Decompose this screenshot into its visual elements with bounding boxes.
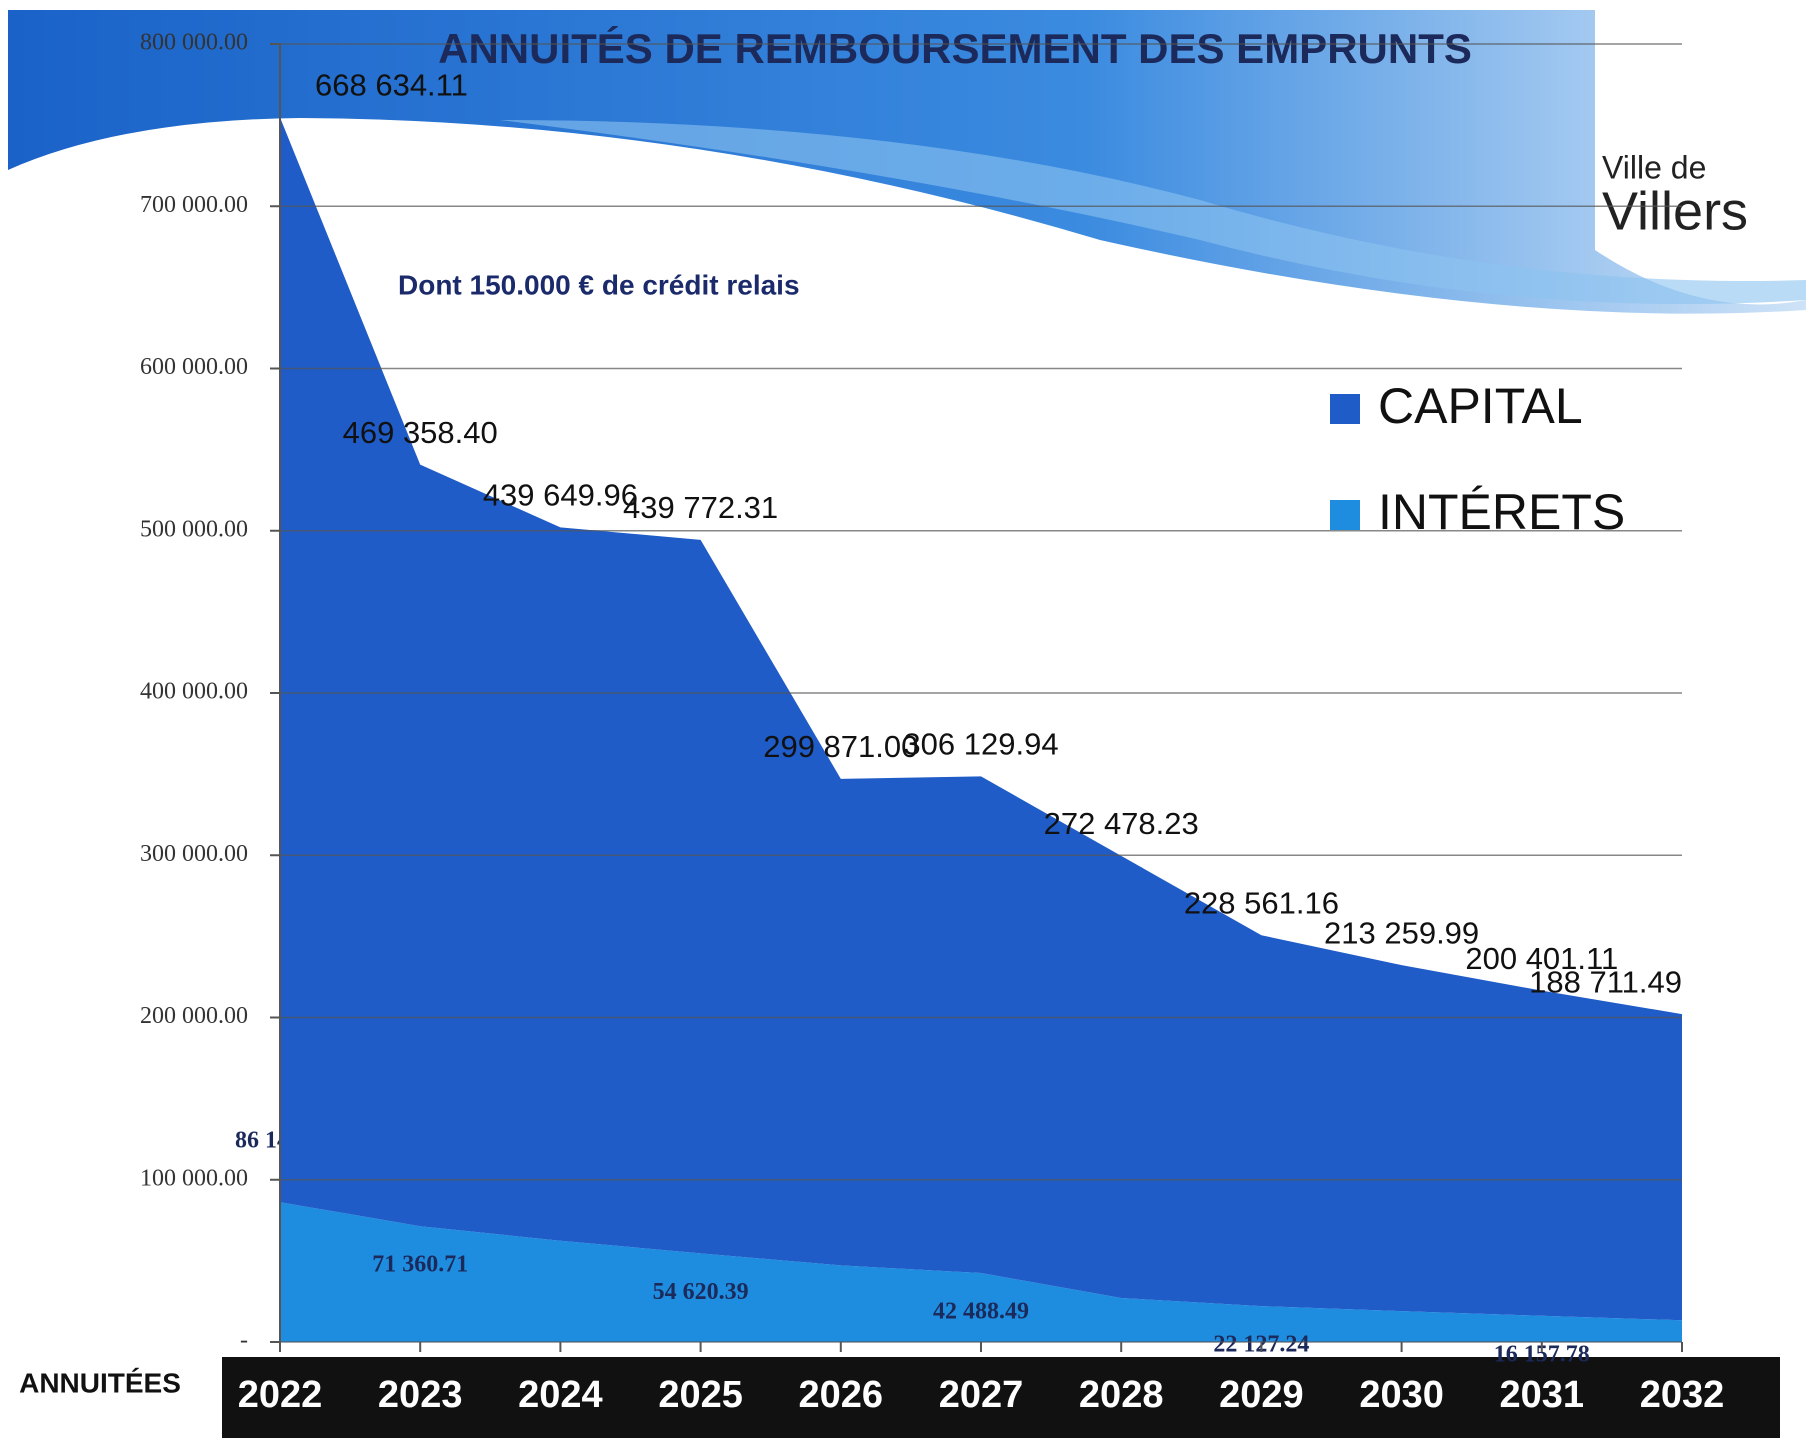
x-tick-label: 2026 bbox=[799, 1374, 884, 1416]
x-band bbox=[222, 1357, 1780, 1438]
data-label: 439 649.96 bbox=[483, 478, 638, 513]
data-label: 188 711.49 bbox=[1529, 964, 1682, 999]
y-tick-label: 300 000.00 bbox=[140, 841, 248, 867]
y-tick-label: 600 000.00 bbox=[140, 354, 248, 380]
logo-text: Ville de bbox=[1602, 149, 1706, 185]
x-tick-label: 2022 bbox=[238, 1374, 323, 1416]
data-label: 228 561.16 bbox=[1184, 885, 1339, 920]
legend-label: INTÉRETS bbox=[1378, 484, 1625, 540]
header-wave-light bbox=[500, 120, 1806, 304]
legend-label: CAPITAL bbox=[1378, 378, 1583, 434]
data-label: 668 634.11 bbox=[315, 68, 468, 103]
x-tick-label: 2024 bbox=[518, 1374, 603, 1416]
data-label: 272 478.23 bbox=[1044, 806, 1199, 841]
annotation: Dont 150.000 € de crédit relais bbox=[398, 269, 800, 300]
chart-title: ANNUITÉS DE REMBOURSEMENT DES EMPRUNTS bbox=[438, 25, 1472, 72]
y-tick-label: 700 000.00 bbox=[140, 192, 248, 218]
x-tick-label: 2032 bbox=[1640, 1374, 1725, 1416]
x-tick-label: 2031 bbox=[1500, 1374, 1585, 1416]
data-label: 42 488.49 bbox=[933, 1299, 1029, 1325]
data-label: 200 401.11 bbox=[1465, 941, 1618, 976]
data-label: 439 772.31 bbox=[623, 490, 778, 525]
data-label: 306 129.94 bbox=[903, 727, 1058, 762]
area bbox=[280, 117, 1682, 1321]
x-tick-label: 2023 bbox=[378, 1374, 463, 1416]
legend-swatch bbox=[1330, 394, 1360, 424]
y-tick-label: 400 000.00 bbox=[140, 679, 248, 705]
y-tick-label: - bbox=[240, 1328, 248, 1354]
logo-text: Villers bbox=[1602, 181, 1748, 241]
y-tick-label: 800 000.00 bbox=[140, 30, 248, 56]
area bbox=[280, 1202, 1682, 1342]
x-tick-label: 2027 bbox=[939, 1374, 1024, 1416]
data-label: 469 358.40 bbox=[343, 415, 498, 450]
x-axis-label: ANNUITÉES bbox=[19, 1367, 181, 1398]
y-tick-label: 500 000.00 bbox=[140, 516, 248, 542]
logo-box bbox=[1595, 110, 1806, 245]
data-label: 299 871.00 bbox=[763, 729, 918, 764]
x-tick-label: 2025 bbox=[658, 1374, 743, 1416]
data-label: 54 620.39 bbox=[653, 1279, 749, 1305]
y-tick-label: 100 000.00 bbox=[140, 1165, 248, 1191]
y-tick-label: 200 000.00 bbox=[140, 1003, 248, 1029]
data-label: 71 360.71 bbox=[372, 1252, 468, 1278]
x-tick-label: 2029 bbox=[1219, 1374, 1304, 1416]
legend-swatch bbox=[1330, 500, 1360, 530]
x-tick-label: 2028 bbox=[1079, 1374, 1164, 1416]
x-tick-label: 2030 bbox=[1359, 1374, 1444, 1416]
data-label: 213 259.99 bbox=[1324, 915, 1479, 950]
